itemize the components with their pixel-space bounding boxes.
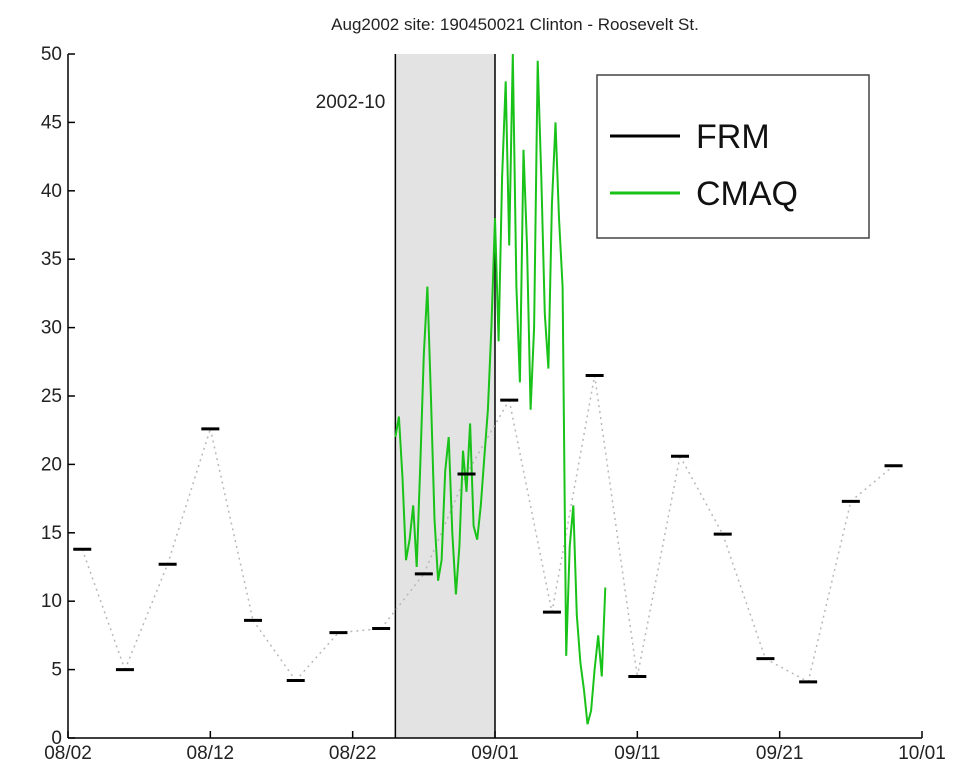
frm-connector bbox=[679, 455, 724, 535]
x-tick-label: 10/01 bbox=[898, 743, 946, 764]
y-tick-label: 20 bbox=[41, 454, 62, 475]
y-tick-label: 35 bbox=[41, 249, 62, 270]
y-tick-label: 30 bbox=[41, 318, 62, 339]
legend: FRM CMAQ bbox=[596, 74, 870, 239]
y-tick-label: 45 bbox=[41, 112, 62, 133]
legend-box bbox=[596, 74, 870, 239]
x-tick-label: 08/02 bbox=[44, 743, 92, 764]
x-tick-label: 08/22 bbox=[329, 743, 377, 764]
frm-connector bbox=[722, 533, 767, 659]
legend-label-cmaq: CMAQ bbox=[696, 175, 798, 213]
highlight-label: 2002-10 bbox=[316, 92, 386, 113]
y-tick-label: 5 bbox=[51, 660, 62, 681]
frm-series bbox=[73, 373, 903, 684]
frm-connector bbox=[636, 456, 681, 677]
frm-connector bbox=[252, 619, 297, 681]
frm-connector bbox=[166, 428, 212, 565]
frm-connector bbox=[850, 465, 895, 502]
x-tick-label: 08/12 bbox=[187, 743, 235, 764]
frm-connector bbox=[295, 632, 339, 682]
frm-connector bbox=[593, 375, 639, 677]
frm-connector bbox=[765, 657, 809, 683]
y-tick-label: 15 bbox=[41, 523, 62, 544]
y-tick-label: 50 bbox=[41, 44, 62, 65]
frm-connector bbox=[465, 399, 510, 475]
y-tick-label: 0 bbox=[51, 728, 62, 749]
frm-connector-lines bbox=[81, 375, 895, 683]
chart-title: Aug2002 site: 190450021 Clinton - Roosev… bbox=[331, 15, 699, 34]
highlight-band bbox=[395, 54, 495, 738]
frm-connector bbox=[551, 375, 596, 613]
cmaq-series bbox=[394, 53, 607, 725]
y-tick-label: 25 bbox=[41, 386, 62, 407]
frm-connector bbox=[81, 548, 126, 670]
frm-connector bbox=[423, 473, 468, 575]
x-tick-label: 09/21 bbox=[756, 743, 804, 764]
x-tick-label: 09/11 bbox=[614, 743, 660, 764]
frm-connector bbox=[807, 501, 852, 683]
legend-label-frm: FRM bbox=[696, 118, 770, 156]
highlight-period: 2002-10 bbox=[316, 54, 496, 738]
axes: 0 5 10 15 20 25 30 35 40 45 50 08/02 08/12 08/22 09/01… bbox=[41, 44, 946, 764]
y-tick-label: 10 bbox=[41, 591, 62, 612]
frm-connector bbox=[209, 428, 254, 621]
frm-connector bbox=[124, 563, 169, 670]
frm-connector bbox=[508, 399, 553, 613]
cmaq-line bbox=[394, 53, 607, 725]
y-tick-label: 40 bbox=[41, 181, 62, 202]
x-tick-label: 09/01 bbox=[471, 743, 519, 764]
